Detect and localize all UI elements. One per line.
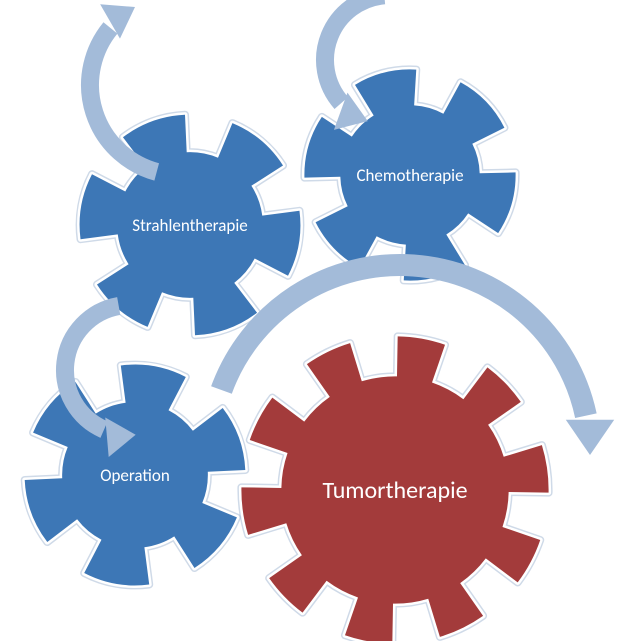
gear-strahlentherapie: Strahlentherapie xyxy=(75,110,305,340)
gear-tumortherapie: Tumortherapie xyxy=(235,330,555,641)
gear-operation: Operation xyxy=(20,360,250,590)
diagram-canvas: StrahlentherapieChemotherapieOperationTu… xyxy=(0,0,629,641)
gear-chemotherapie: Chemotherapie xyxy=(300,65,520,285)
